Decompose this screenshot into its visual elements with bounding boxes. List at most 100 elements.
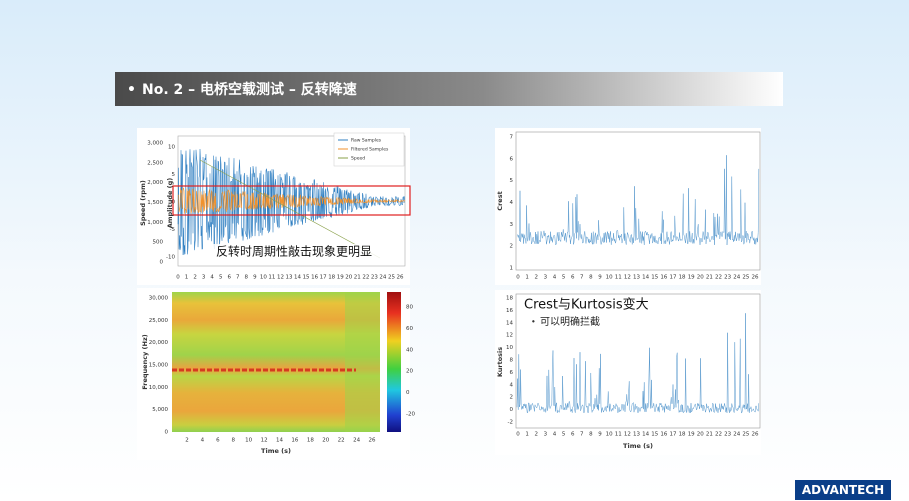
y-tick-label: 0: [165, 430, 169, 436]
signal: [516, 155, 760, 246]
x-tick-label: 6: [216, 438, 220, 444]
x-axis-label: Time (s): [623, 442, 653, 450]
x-tick-label: 11: [268, 275, 275, 281]
x-tick-label: 9: [253, 275, 257, 281]
x-tick-label: 12: [261, 438, 268, 444]
title-bar: [115, 72, 783, 106]
x-tick-label: 4: [210, 275, 214, 281]
y-tick-label: 2: [510, 244, 514, 250]
y-tick-label: 15,000: [149, 363, 169, 369]
x-tick-label: 23: [724, 432, 731, 438]
x-tick-label: 22: [338, 438, 345, 444]
x-tick-label: 14: [642, 432, 649, 438]
x-tick-label: 10: [606, 432, 613, 438]
x-tick-label: 8: [589, 275, 593, 281]
y-tick-label: 6: [510, 156, 514, 162]
x-tick-label: 15: [303, 275, 310, 281]
x-tick-label: 26: [752, 432, 759, 438]
y-tick-label: 6: [510, 370, 514, 376]
x-tick-label: 8: [245, 275, 249, 281]
y-tick-label: 40: [406, 347, 413, 353]
x-tick-label: 18: [328, 275, 335, 281]
x-tick-label: 20: [345, 275, 352, 281]
y-tick-label: 60: [406, 326, 413, 332]
x-tick-label: 26: [752, 275, 759, 281]
y-tick-label: 1,000: [147, 220, 163, 226]
x-tick-label: 26: [369, 438, 376, 444]
y-tick-label: 2,000: [147, 180, 163, 186]
y-tick-label: 16: [506, 308, 513, 314]
y-tick-label: -2: [508, 420, 513, 426]
x-tick-label: 26: [397, 275, 404, 281]
x-tick-label: 21: [706, 432, 713, 438]
x-tick-label: 12: [624, 275, 631, 281]
colorbar: [387, 292, 401, 432]
x-tick-label: 21: [706, 275, 713, 281]
x-tick-label: 0: [516, 432, 520, 438]
y-axis-label: Speed (rpm): [139, 180, 147, 226]
x-tick-label: 4: [201, 438, 205, 444]
y-tick-label: 10,000: [149, 385, 169, 391]
x-tick-label: 10: [245, 438, 252, 444]
y-axis-label: Amplitude (g): [166, 178, 174, 229]
x-tick-label: 25: [388, 275, 395, 281]
x-tick-label: 5: [562, 432, 566, 438]
y-tick-label: 10: [506, 345, 513, 351]
annotation: 反转时周期性敲击现象更明显: [216, 244, 372, 259]
x-tick-label: 6: [571, 432, 575, 438]
x-tick-label: 11: [615, 432, 622, 438]
x-tick-label: 16: [291, 438, 298, 444]
x-tick-label: 13: [633, 432, 640, 438]
bullet: •: [531, 318, 536, 327]
x-tick-label: 16: [660, 432, 667, 438]
x-tick-label: 18: [679, 432, 686, 438]
x-tick-label: 3: [544, 432, 548, 438]
x-tick-label: 7: [236, 275, 240, 281]
y-tick-label: 3: [510, 222, 514, 228]
logo-box: [795, 480, 891, 500]
x-tick-label: 25: [742, 275, 749, 281]
x-tick-label: 10: [260, 275, 267, 281]
y-tick-label: 5,000: [152, 407, 168, 413]
y-tick-label: -10: [166, 255, 175, 261]
x-tick-label: 23: [371, 275, 378, 281]
slide-title: No. 2 – 电桥空载测试 – 反转降速: [142, 81, 357, 98]
logo: ADVANTECH: [802, 483, 884, 497]
y-tick-label: 2,500: [147, 160, 163, 166]
y-tick-label: 0: [406, 390, 410, 396]
y-tick-label: 1: [510, 266, 514, 272]
bullet: •: [127, 82, 136, 98]
y-tick-label: 30,000: [149, 296, 169, 302]
plot-frame: [515, 131, 761, 271]
x-tick-label: 12: [624, 432, 631, 438]
y-tick-label: 5: [172, 172, 176, 178]
x-tick-label: 11: [615, 275, 622, 281]
x-tick-label: 24: [353, 438, 360, 444]
x-tick-label: 24: [733, 432, 740, 438]
x-tick-label: 0: [516, 275, 520, 281]
x-tick-label: 0: [176, 275, 180, 281]
annotation-bg: [212, 244, 392, 260]
plot-frame: [515, 293, 761, 429]
legend-entry: Raw Samples: [351, 138, 382, 144]
x-tick-label: 16: [660, 275, 667, 281]
y-tick-label: -20: [406, 412, 415, 418]
signal: [177, 149, 405, 256]
y-tick-label: 7: [510, 135, 514, 141]
x-tick-label: 3: [544, 275, 548, 281]
y-tick-label: 2: [510, 395, 514, 401]
y-tick-label: 8: [510, 358, 514, 364]
y-axis-label: Crest: [496, 191, 504, 210]
y-tick-label: 4: [510, 382, 514, 388]
x-tick-label: 24: [379, 275, 386, 281]
y-tick-label: 20: [406, 369, 413, 375]
x-tick-label: 18: [679, 275, 686, 281]
y-tick-label: 4: [510, 200, 514, 206]
y-tick-label: 0: [172, 200, 176, 206]
x-tick-label: 22: [362, 275, 369, 281]
y-tick-label: 5: [510, 178, 514, 184]
x-tick-label: 9: [598, 432, 602, 438]
x-tick-label: 21: [354, 275, 361, 281]
